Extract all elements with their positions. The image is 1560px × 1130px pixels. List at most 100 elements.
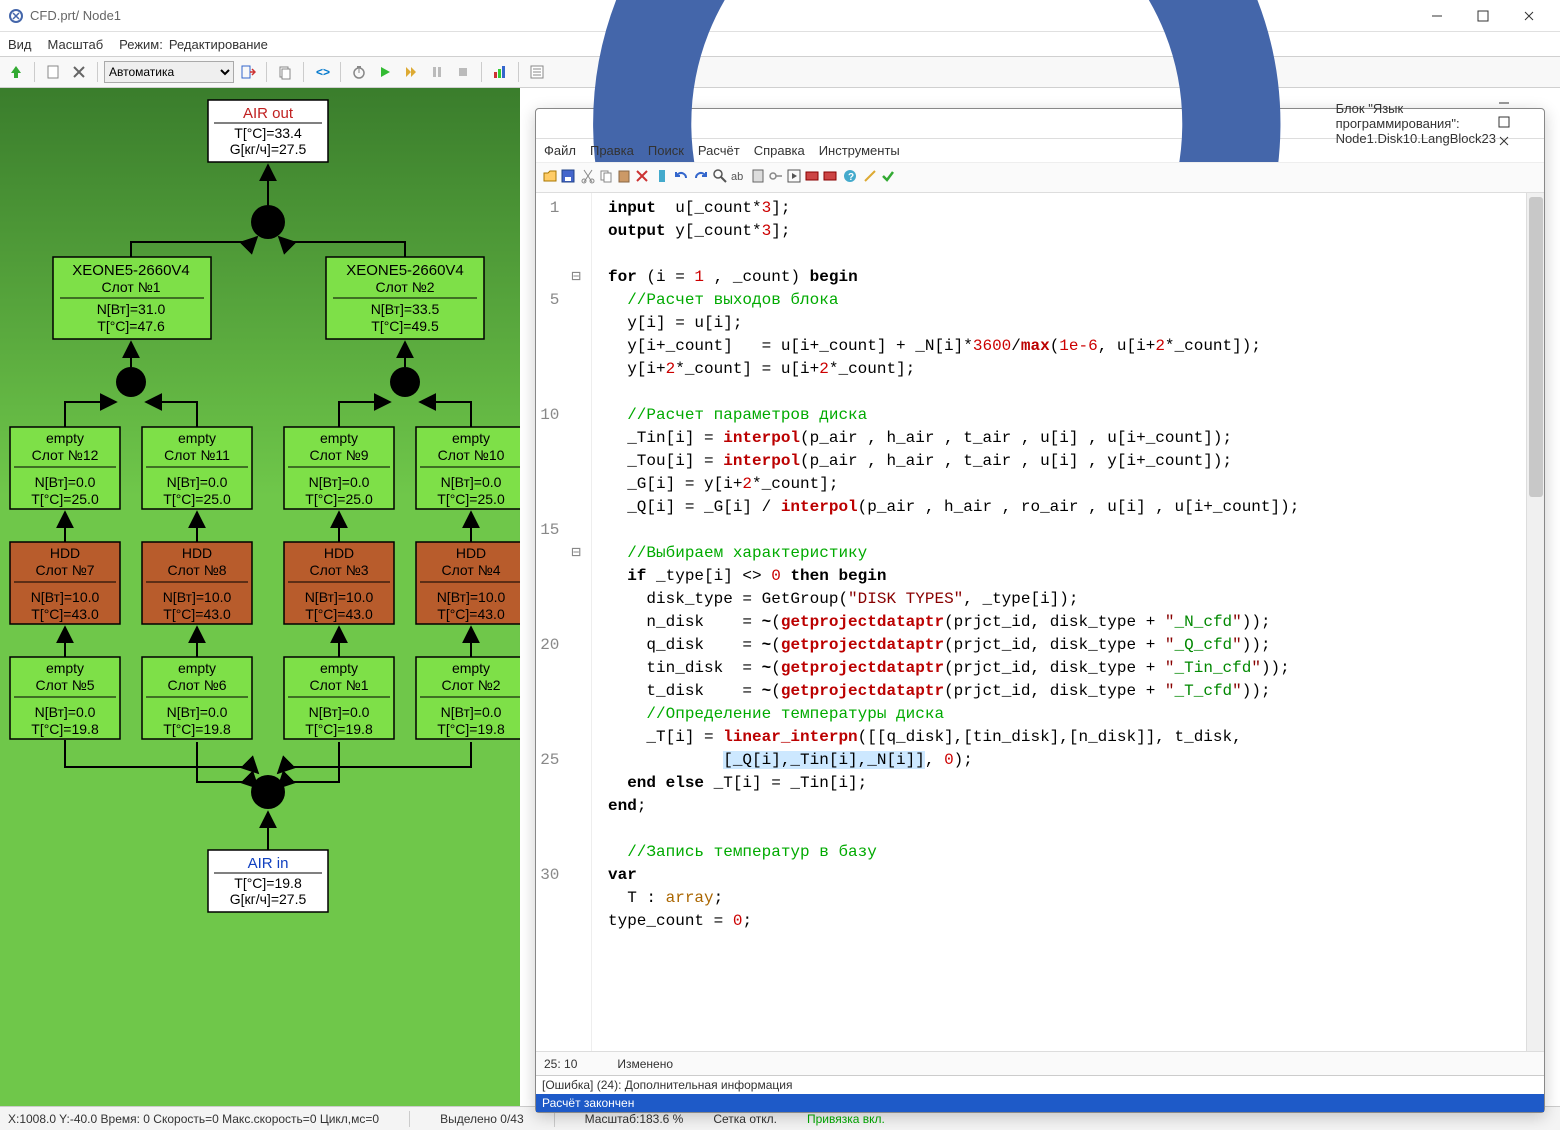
replace-icon[interactable]: ab bbox=[730, 168, 746, 187]
editor-cursor-pos: 25: 10 bbox=[544, 1057, 577, 1071]
editor-output-error[interactable]: [Ошибка] (24): Дополнительная информация bbox=[536, 1076, 1544, 1094]
svg-text:Слот №11: Слот №11 bbox=[164, 447, 230, 463]
diagram-canvas[interactable]: AIR out T[°C]=33.4 G[кг/ч]=27.5 XEONE5-2… bbox=[0, 88, 520, 1106]
status-grid: Сетка откл. bbox=[713, 1112, 777, 1126]
editor-output-done[interactable]: Расчёт закончен bbox=[536, 1094, 1544, 1112]
editor-titlebar: Блок "Язык программирования": Node1.Disk… bbox=[536, 109, 1544, 139]
close-button[interactable] bbox=[1506, 0, 1552, 32]
editor-menu-calc[interactable]: Расчёт bbox=[698, 143, 740, 158]
menu-scale[interactable]: Масштаб bbox=[48, 37, 104, 52]
save-icon[interactable] bbox=[560, 168, 576, 187]
pause-button[interactable] bbox=[425, 60, 449, 84]
exit-button[interactable] bbox=[236, 60, 260, 84]
code-button[interactable]: <> bbox=[310, 60, 334, 84]
editor-menu-file[interactable]: Файл bbox=[544, 143, 576, 158]
stop-button[interactable] bbox=[451, 60, 475, 84]
xeon1-node[interactable]: XEONE5-2660V4 Слот №1 N[Вт]=31.0 T[°C]=4… bbox=[53, 257, 211, 339]
empty-bot-0[interactable]: emptyСлот №5N[Вт]=0.0T[°C]=19.8 bbox=[10, 657, 120, 739]
redo-icon[interactable] bbox=[692, 168, 708, 187]
undo-icon[interactable] bbox=[674, 168, 690, 187]
copy-button[interactable] bbox=[273, 60, 297, 84]
svg-text:empty: empty bbox=[452, 430, 490, 446]
svg-text:empty: empty bbox=[46, 430, 84, 446]
empty-bot-1[interactable]: emptyСлот №6N[Вт]=0.0T[°C]=19.8 bbox=[142, 657, 252, 739]
maximize-button[interactable] bbox=[1460, 0, 1506, 32]
svg-text:T[°C]=19.8: T[°C]=19.8 bbox=[437, 721, 505, 737]
svg-text:HDD: HDD bbox=[50, 545, 80, 561]
toolbar-combo[interactable]: Автоматика bbox=[104, 61, 234, 83]
up-arrow-button[interactable] bbox=[4, 60, 28, 84]
diagram-panel[interactable]: AIR out T[°C]=33.4 G[кг/ч]=27.5 XEONE5-2… bbox=[0, 88, 520, 1106]
open-icon[interactable] bbox=[542, 168, 558, 187]
svg-text:Слот №10: Слот №10 bbox=[438, 447, 505, 463]
svg-text:empty: empty bbox=[452, 660, 490, 676]
xeon2-node[interactable]: XEONE5-2660V4 Слот №2 N[Вт]=33.5 T[°C]=4… bbox=[326, 257, 484, 339]
svg-text:G[кг/ч]=27.5: G[кг/ч]=27.5 bbox=[230, 141, 307, 157]
svg-text:empty: empty bbox=[178, 660, 216, 676]
help-icon[interactable]: ? bbox=[842, 168, 858, 187]
page-button[interactable] bbox=[41, 60, 65, 84]
empty-bot-3[interactable]: emptyСлот №2N[Вт]=0.0T[°C]=19.8 bbox=[416, 657, 520, 739]
find-icon[interactable] bbox=[712, 168, 728, 187]
editor-maximize-button[interactable] bbox=[1496, 114, 1536, 133]
check-icon[interactable] bbox=[880, 168, 896, 187]
empty-top-0[interactable]: emptyСлот №12N[Вт]=0.0T[°C]=25.0 bbox=[10, 427, 120, 509]
editor-scrollbar[interactable] bbox=[1526, 193, 1544, 1051]
editor-menu-search[interactable]: Поиск bbox=[648, 143, 684, 158]
empty-bot-row: emptyСлот №5N[Вт]=0.0T[°C]=19.8 emptyСлот… bbox=[10, 657, 520, 739]
hdd-0[interactable]: HDDСлот №7N[Вт]=10.0T[°C]=43.0 bbox=[10, 542, 120, 624]
svg-text:empty: empty bbox=[320, 660, 358, 676]
editor-window: Блок "Язык программирования": Node1.Disk… bbox=[535, 108, 1545, 1113]
paste-icon[interactable] bbox=[616, 168, 632, 187]
copy-icon[interactable] bbox=[598, 168, 614, 187]
svg-text:AIR out: AIR out bbox=[243, 105, 294, 122]
empty-top-2[interactable]: emptyСлот №9N[Вт]=0.0T[°C]=25.0 bbox=[284, 427, 394, 509]
svg-text:XEONE5-2660V4: XEONE5-2660V4 bbox=[72, 262, 190, 279]
key-icon[interactable] bbox=[768, 168, 784, 187]
svg-text:empty: empty bbox=[320, 430, 358, 446]
menu-mode-value: Редактирование bbox=[169, 37, 268, 52]
cut-icon[interactable] bbox=[580, 168, 596, 187]
editor-minimize-button[interactable] bbox=[1496, 95, 1536, 114]
bookmark-icon[interactable] bbox=[654, 168, 670, 187]
minimize-button[interactable] bbox=[1414, 0, 1460, 32]
editor-body[interactable]: 1 ⊟5 10 15 ⊟ 20 25 30 input u[_count*3];… bbox=[536, 193, 1544, 1051]
wand-icon[interactable] bbox=[862, 168, 878, 187]
junction-right bbox=[390, 367, 420, 397]
delete-icon[interactable] bbox=[634, 168, 650, 187]
editor-menu-help[interactable]: Справка bbox=[754, 143, 805, 158]
run-icon[interactable] bbox=[786, 168, 802, 187]
editor-code[interactable]: input u[_count*3]; output y[_count*3]; f… bbox=[592, 193, 1544, 1051]
svg-text:Слот №9: Слот №9 bbox=[309, 447, 368, 463]
play-button[interactable] bbox=[373, 60, 397, 84]
editor-menu-tools[interactable]: Инструменты bbox=[819, 143, 900, 158]
editor-menu-edit[interactable]: Правка bbox=[590, 143, 634, 158]
svg-text:N[Вт]=10.0: N[Вт]=10.0 bbox=[31, 589, 100, 605]
empty-bot-2[interactable]: emptyСлот №1N[Вт]=0.0T[°C]=19.8 bbox=[284, 657, 394, 739]
air-out-node[interactable]: AIR out T[°C]=33.4 G[кг/ч]=27.5 bbox=[208, 100, 328, 162]
empty-top-3[interactable]: emptyСлот №10N[Вт]=0.0T[°C]=25.0 bbox=[416, 427, 520, 509]
tools-button[interactable] bbox=[67, 60, 91, 84]
status-snap: Привязка вкл. bbox=[807, 1112, 885, 1126]
svg-text:N[Вт]=0.0: N[Вт]=0.0 bbox=[309, 474, 370, 490]
hdd-3[interactable]: HDDСлот №4N[Вт]=10.0T[°C]=43.0 bbox=[416, 542, 520, 624]
svg-text:T[°C]=33.4: T[°C]=33.4 bbox=[234, 125, 302, 141]
svg-text:Слот №4: Слот №4 bbox=[441, 562, 500, 578]
menu-view[interactable]: Вид bbox=[8, 37, 32, 52]
svg-text:T[°C]=43.0: T[°C]=43.0 bbox=[163, 606, 231, 622]
debug1-icon[interactable] bbox=[804, 168, 820, 187]
svg-text:ab: ab bbox=[731, 171, 743, 183]
empty-top-1[interactable]: emptyСлот №11N[Вт]=0.0T[°C]=25.0 bbox=[142, 427, 252, 509]
hdd-2[interactable]: HDDСлот №3N[Вт]=10.0T[°C]=43.0 bbox=[284, 542, 394, 624]
air-in-node[interactable]: AIR in T[°C]=19.8 G[кг/ч]=27.5 bbox=[208, 850, 328, 912]
calc-icon[interactable] bbox=[750, 168, 766, 187]
editor-changed: Изменено bbox=[617, 1057, 673, 1071]
svg-text:Слот №3: Слот №3 bbox=[309, 562, 368, 578]
hdd-1[interactable]: HDDСлот №8N[Вт]=10.0T[°C]=43.0 bbox=[142, 542, 252, 624]
timer-button[interactable] bbox=[347, 60, 371, 84]
svg-text:T[°C]=19.8: T[°C]=19.8 bbox=[234, 875, 302, 891]
chart-button[interactable] bbox=[488, 60, 512, 84]
app-icon bbox=[8, 8, 24, 24]
debug2-icon[interactable] bbox=[822, 168, 838, 187]
fast-forward-button[interactable] bbox=[399, 60, 423, 84]
